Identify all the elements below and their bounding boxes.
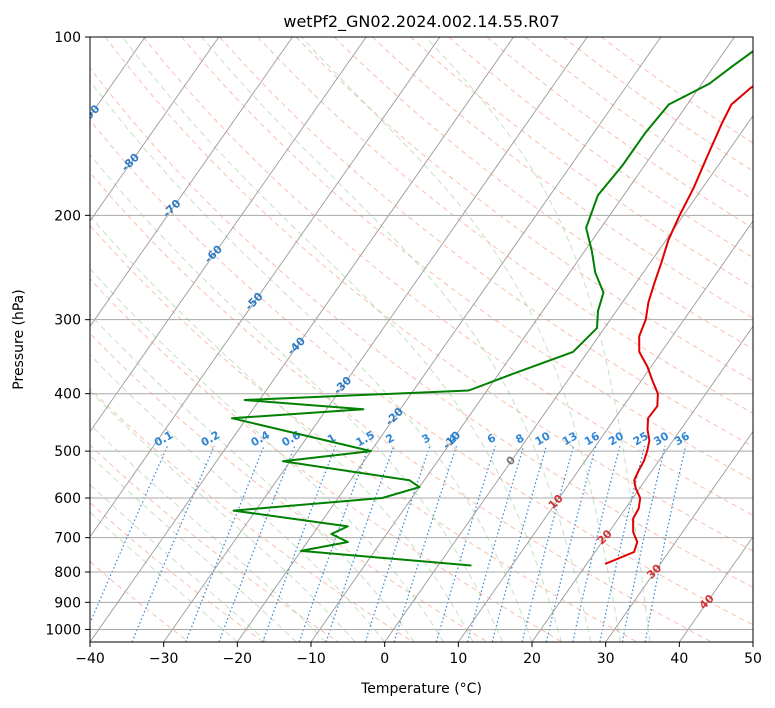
x-tick-label: −10 <box>296 651 326 667</box>
mixing-ratio-line <box>218 445 296 642</box>
dry-adiabat <box>90 119 753 626</box>
dry-adiabat <box>90 171 712 642</box>
mixing-ratio-line <box>521 445 575 642</box>
chart-title: wetPf2_GN02.2024.002.14.55.R07 <box>283 12 559 32</box>
mixing-ratio-line <box>644 445 687 642</box>
dry-adiabat <box>486 37 753 229</box>
y-axis: 100 200 300 400 500 600 700 800 900 1000 <box>45 30 90 638</box>
isotherm <box>457 220 753 642</box>
x-axis: −40 −30 −20 −10 0 10 20 30 40 50 <box>75 642 762 667</box>
dry-adiabat <box>295 37 753 382</box>
profiles <box>230 49 753 567</box>
isotherm <box>163 37 588 642</box>
x-tick-label: −30 <box>149 651 179 667</box>
moist-adiabat <box>90 454 297 642</box>
y-tick-label: 100 <box>54 30 81 46</box>
y-tick-label: 700 <box>54 531 81 547</box>
x-tick-label: 20 <box>523 651 541 667</box>
mixing-ratio-line <box>621 445 666 642</box>
dewpoint-profile <box>230 49 753 567</box>
moist-adiabat <box>90 483 268 642</box>
x-tick-label: 0 <box>380 651 389 667</box>
moist-adiabat <box>90 511 238 642</box>
y-axis-label: Pressure (hPa) <box>11 289 27 389</box>
moist-adiabat <box>90 215 474 642</box>
dry-adiabat <box>333 37 753 350</box>
moist-adiabat <box>201 37 592 642</box>
isotherm <box>678 535 753 642</box>
y-tick-label: 800 <box>54 565 81 581</box>
mixing-ratio-line <box>491 445 547 642</box>
mixing-ratio-line <box>90 445 169 625</box>
dry-adiabat <box>90 387 414 642</box>
isotherm <box>90 37 514 642</box>
y-tick-label: 400 <box>54 387 81 403</box>
moist-adiabat <box>90 80 533 642</box>
y-tick-label: 1000 <box>45 622 81 638</box>
mixing-ratio-line <box>435 445 496 642</box>
dry-adiabat <box>410 37 753 289</box>
moist-adiabat <box>122 37 562 642</box>
isotherm <box>90 37 441 538</box>
dry-adiabat <box>181 37 753 482</box>
isotherm <box>531 325 753 642</box>
isotherm <box>605 430 753 642</box>
y-tick-label: 600 <box>54 491 81 507</box>
y-tick-label: 200 <box>54 208 81 224</box>
x-tick-label: 10 <box>449 651 467 667</box>
dry-adiabat <box>257 37 753 414</box>
dry-adiabat <box>600 37 753 144</box>
dry-adiabat <box>104 37 753 552</box>
moist-adiabat <box>425 37 651 642</box>
moist-adiabat <box>90 390 356 642</box>
plot-frame <box>89 36 754 643</box>
dry-adiabat <box>90 332 488 642</box>
moist-adiabat <box>90 267 445 642</box>
mixing-ratio-line <box>298 445 370 642</box>
mixing-ratio-line <box>599 445 646 642</box>
grid-lines <box>90 37 753 642</box>
mixing-ratio-line <box>325 445 395 642</box>
moist-adiabat <box>90 153 503 642</box>
x-tick-label: 30 <box>597 651 615 667</box>
isotherm <box>384 115 753 642</box>
isotherm <box>310 37 735 642</box>
moist-adiabat <box>90 354 386 642</box>
mixing-ratio-line <box>262 445 336 642</box>
mixing-ratio-line <box>572 445 621 642</box>
y-tick-label: 300 <box>54 313 81 329</box>
dry-adiabat <box>90 67 753 588</box>
isotherm <box>90 37 220 222</box>
x-tick-label: 40 <box>670 651 688 667</box>
dry-adiabat <box>90 501 264 642</box>
isotherm <box>236 37 662 642</box>
moist-adiabat <box>90 423 327 642</box>
mixing-ratio-line <box>545 445 597 642</box>
y-tick-label: 500 <box>54 444 81 460</box>
x-tick-label: −40 <box>75 651 105 667</box>
dry-adiabat <box>90 444 339 642</box>
x-tick-label: 50 <box>744 651 762 667</box>
mixing-ratio-line <box>466 445 525 642</box>
dry-adiabat <box>562 37 753 172</box>
dry-adiabat <box>219 37 753 448</box>
x-axis-label: Temperature (°C) <box>360 681 482 697</box>
isotherm <box>90 37 367 433</box>
x-tick-label: −20 <box>223 651 253 667</box>
dry-adiabat <box>372 37 753 319</box>
y-tick-label: 900 <box>54 595 81 611</box>
moist-adiabat <box>301 37 621 642</box>
mixing-ratio-line <box>364 445 431 642</box>
temperature-profile <box>604 85 753 565</box>
isotherm <box>90 37 293 328</box>
